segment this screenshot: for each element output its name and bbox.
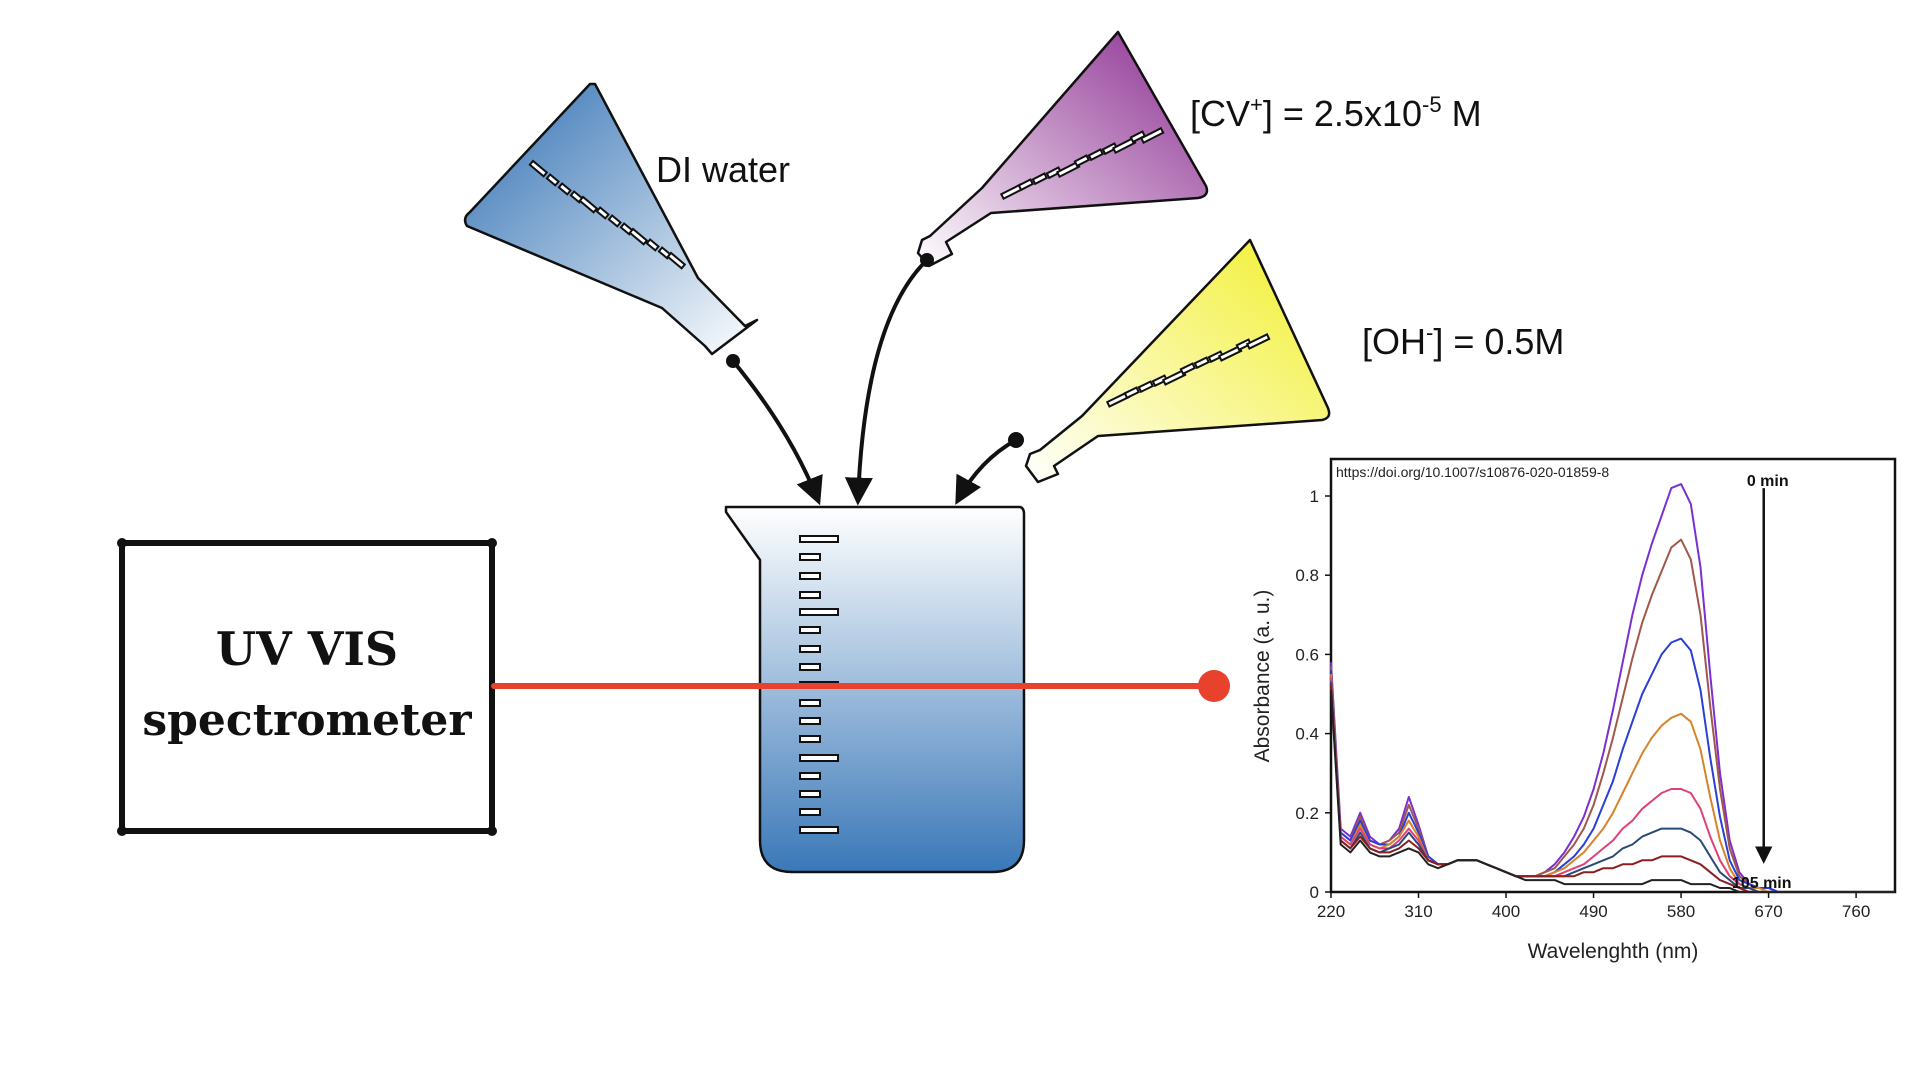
chart-frame [1329, 457, 1897, 894]
series-line [1330, 637, 1895, 893]
beaker [724, 505, 1026, 874]
series-group [1330, 483, 1895, 893]
x-tick-label: 400 [1492, 902, 1520, 921]
spectrometer-label-line2: spectrometer [142, 695, 472, 746]
x-tick-label: 310 [1404, 902, 1432, 921]
light-beam [491, 670, 1230, 702]
x-axis-title: Wavelenghth (nm) [1528, 940, 1699, 963]
oh-flask-body [1008, 238, 1331, 484]
x-tick-label: 670 [1754, 902, 1782, 921]
annotation-0-min: 0 min [1747, 473, 1789, 490]
series-line [1330, 682, 1895, 893]
arrow-oh [955, 438, 1017, 505]
cv-flask-body [916, 30, 1209, 268]
x-tick-group: 220 310 400 490 580 670 760 [1317, 892, 1870, 921]
y-tick-label: 1 [1310, 487, 1319, 506]
x-tick-label: 220 [1317, 902, 1345, 921]
arrow-cv [844, 258, 929, 506]
y-tick-label: 0.2 [1295, 804, 1319, 823]
spectrometer-label-line1: UV VIS [216, 622, 398, 676]
x-tick-label: 490 [1579, 902, 1607, 921]
y-tick-label: 0.8 [1295, 566, 1319, 585]
water-label: DI water [656, 149, 790, 190]
y-tick-label: 0.6 [1295, 645, 1319, 664]
spectrometer-box: UV VIS spectrometer [117, 538, 497, 836]
y-tick-group: 0 0.2 0.4 0.6 0.8 1 [1295, 487, 1331, 902]
chart-source: https://doi.org/10.1007/s10876-020-01859… [1336, 464, 1609, 480]
y-axis-title: Absorbance (a. u.) [1251, 590, 1274, 763]
y-tick-label: 0 [1310, 883, 1319, 902]
water-flask-body [463, 82, 759, 368]
arrow-water [731, 359, 823, 506]
y-tick-label: 0.4 [1295, 725, 1319, 744]
x-tick-label: 760 [1842, 902, 1870, 921]
series-line [1330, 674, 1895, 893]
x-tick-label: 580 [1667, 902, 1695, 921]
cv-label: [CV+] = 2.5x10-5 M [1190, 92, 1482, 134]
series-line [1330, 689, 1895, 893]
absorbance-chart: https://doi.org/10.1007/s10876-020-01859… [1251, 457, 1897, 963]
oh-label: [OH-] = 0.5M [1362, 320, 1564, 362]
annotation-105-min: 105 min [1732, 875, 1792, 892]
